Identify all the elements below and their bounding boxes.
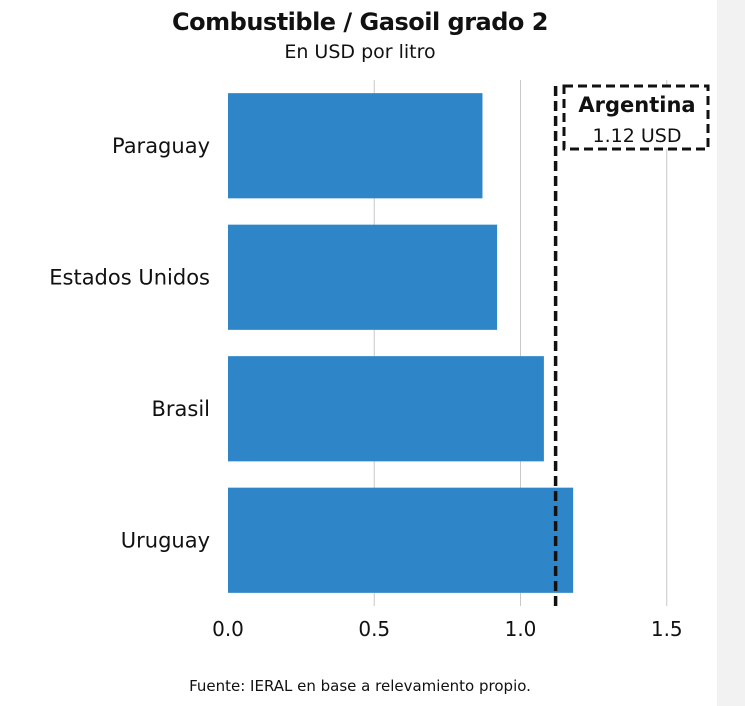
source-note: Fuente: IERAL en base a relevamiento pro… <box>189 677 531 695</box>
category-label: Estados Unidos <box>49 265 210 289</box>
x-tick-label: 1.5 <box>651 617 683 641</box>
annotation-value: 1.12 USD <box>593 125 682 147</box>
right-edge-strip <box>717 0 745 706</box>
bar-paraguay <box>228 93 483 199</box>
category-label: Paraguay <box>112 134 210 158</box>
category-label: Uruguay <box>121 528 210 552</box>
bar-brasil <box>228 356 544 462</box>
x-tick-label: 0.0 <box>212 617 244 641</box>
chart-title: Combustible / Gasoil grado 2 <box>172 8 548 36</box>
bars <box>228 93 574 593</box>
bar-estados-unidos <box>228 224 498 330</box>
x-tick-label: 0.5 <box>358 617 390 641</box>
annotation-title: Argentina <box>578 93 695 117</box>
category-label: Brasil <box>151 397 210 421</box>
bar-uruguay <box>228 487 574 593</box>
chart-subtitle: En USD por litro <box>284 41 436 63</box>
x-tick-labels: 0.0 0.5 1.0 1.5 <box>212 617 683 641</box>
category-labels: Paraguay Estados Unidos Brasil Uruguay <box>49 134 210 553</box>
x-tick-label: 1.0 <box>505 617 537 641</box>
annotation-box <box>562 84 710 151</box>
argentina-annotation: Argentina 1.12 USD <box>562 84 710 151</box>
